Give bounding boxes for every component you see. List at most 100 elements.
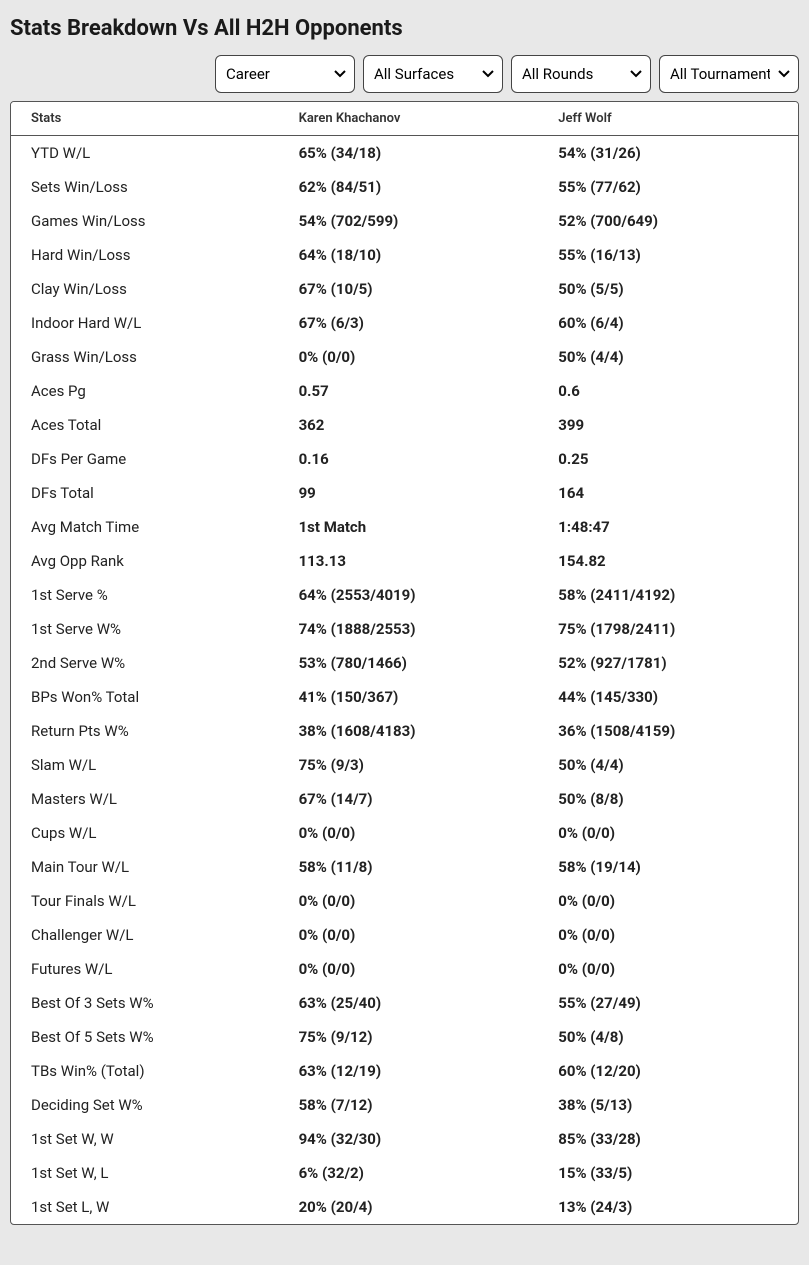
stat-label: 1st Set L, W	[11, 1190, 279, 1224]
table-row: Main Tour W/L58% (11/8)58% (19/14)	[11, 850, 798, 884]
player1-value: 0.57	[279, 374, 539, 408]
table-row: Avg Opp Rank113.13154.82	[11, 544, 798, 578]
player1-value: 63% (25/40)	[279, 986, 539, 1020]
filter-period[interactable]: Career	[215, 55, 355, 93]
player2-value: 55% (16/13)	[538, 238, 798, 272]
stat-label: DFs Per Game	[11, 442, 279, 476]
stat-label: YTD W/L	[11, 136, 279, 171]
player1-value: 94% (32/30)	[279, 1122, 539, 1156]
filter-surface[interactable]: All Surfaces	[363, 55, 503, 93]
stat-label: Best Of 5 Sets W%	[11, 1020, 279, 1054]
table-row: Deciding Set W%58% (7/12)38% (5/13)	[11, 1088, 798, 1122]
player2-value: 60% (6/4)	[538, 306, 798, 340]
table-row: Best Of 3 Sets W%63% (25/40)55% (27/49)	[11, 986, 798, 1020]
stat-label: Cups W/L	[11, 816, 279, 850]
col-header-stats: Stats	[11, 102, 279, 136]
stat-label: Avg Match Time	[11, 510, 279, 544]
stats-table: Stats Karen Khachanov Jeff Wolf YTD W/L6…	[11, 102, 798, 1224]
filter-tournament[interactable]: All Tournaments	[659, 55, 799, 93]
filter-round[interactable]: All Rounds	[511, 55, 651, 93]
table-row: Grass Win/Loss0% (0/0)50% (4/4)	[11, 340, 798, 374]
player2-value: 164	[538, 476, 798, 510]
player2-value: 85% (33/28)	[538, 1122, 798, 1156]
col-header-player2: Jeff Wolf	[538, 102, 798, 136]
player1-value: 0% (0/0)	[279, 816, 539, 850]
player2-value: 0% (0/0)	[538, 816, 798, 850]
stat-label: Avg Opp Rank	[11, 544, 279, 578]
table-row: 1st Set L, W20% (20/4)13% (24/3)	[11, 1190, 798, 1224]
player1-value: 20% (20/4)	[279, 1190, 539, 1224]
stat-label: 1st Serve %	[11, 578, 279, 612]
table-row: Futures W/L0% (0/0)0% (0/0)	[11, 952, 798, 986]
stat-label: Indoor Hard W/L	[11, 306, 279, 340]
stat-label: 1st Set W, L	[11, 1156, 279, 1190]
table-row: 2nd Serve W%53% (780/1466)52% (927/1781)	[11, 646, 798, 680]
player1-value: 62% (84/51)	[279, 170, 539, 204]
player2-value: 58% (19/14)	[538, 850, 798, 884]
stat-label: Futures W/L	[11, 952, 279, 986]
player2-value: 50% (8/8)	[538, 782, 798, 816]
player2-value: 50% (4/8)	[538, 1020, 798, 1054]
table-row: 1st Set W, W94% (32/30)85% (33/28)	[11, 1122, 798, 1156]
player2-value: 399	[538, 408, 798, 442]
stat-label: TBs Win% (Total)	[11, 1054, 279, 1088]
stat-label: Deciding Set W%	[11, 1088, 279, 1122]
player2-value: 55% (27/49)	[538, 986, 798, 1020]
player1-value: 0.16	[279, 442, 539, 476]
player2-value: 1:48:47	[538, 510, 798, 544]
player1-value: 0% (0/0)	[279, 952, 539, 986]
stat-label: Challenger W/L	[11, 918, 279, 952]
table-row: Slam W/L75% (9/3)50% (4/4)	[11, 748, 798, 782]
player2-value: 36% (1508/4159)	[538, 714, 798, 748]
player1-value: 64% (18/10)	[279, 238, 539, 272]
player2-value: 38% (5/13)	[538, 1088, 798, 1122]
player2-value: 0% (0/0)	[538, 884, 798, 918]
stat-label: Return Pts W%	[11, 714, 279, 748]
player1-value: 58% (7/12)	[279, 1088, 539, 1122]
table-header-row: Stats Karen Khachanov Jeff Wolf	[11, 102, 798, 136]
player2-value: 55% (77/62)	[538, 170, 798, 204]
player1-value: 0% (0/0)	[279, 340, 539, 374]
table-row: DFs Total99164	[11, 476, 798, 510]
player1-value: 75% (9/3)	[279, 748, 539, 782]
stat-label: Games Win/Loss	[11, 204, 279, 238]
table-row: Return Pts W%38% (1608/4183)36% (1508/41…	[11, 714, 798, 748]
stat-label: Main Tour W/L	[11, 850, 279, 884]
stat-label: Best Of 3 Sets W%	[11, 986, 279, 1020]
player1-value: 362	[279, 408, 539, 442]
col-header-player1: Karen Khachanov	[279, 102, 539, 136]
player1-value: 0% (0/0)	[279, 918, 539, 952]
player2-value: 0% (0/0)	[538, 918, 798, 952]
player2-value: 52% (927/1781)	[538, 646, 798, 680]
stat-label: Sets Win/Loss	[11, 170, 279, 204]
table-row: Games Win/Loss54% (702/599)52% (700/649)	[11, 204, 798, 238]
stat-label: Tour Finals W/L	[11, 884, 279, 918]
table-row: Best Of 5 Sets W%75% (9/12)50% (4/8)	[11, 1020, 798, 1054]
player1-value: 53% (780/1466)	[279, 646, 539, 680]
player2-value: 154.82	[538, 544, 798, 578]
player1-value: 113.13	[279, 544, 539, 578]
player1-value: 41% (150/367)	[279, 680, 539, 714]
player1-value: 99	[279, 476, 539, 510]
player1-value: 38% (1608/4183)	[279, 714, 539, 748]
player2-value: 50% (4/4)	[538, 748, 798, 782]
table-row: 1st Serve W%74% (1888/2553)75% (1798/241…	[11, 612, 798, 646]
stat-label: 1st Set W, W	[11, 1122, 279, 1156]
table-row: Sets Win/Loss62% (84/51)55% (77/62)	[11, 170, 798, 204]
page-title: Stats Breakdown Vs All H2H Opponents	[10, 10, 799, 55]
player1-value: 64% (2553/4019)	[279, 578, 539, 612]
player1-value: 65% (34/18)	[279, 136, 539, 171]
player2-value: 50% (5/5)	[538, 272, 798, 306]
player1-value: 0% (0/0)	[279, 884, 539, 918]
table-row: Aces Pg0.570.6	[11, 374, 798, 408]
player1-value: 63% (12/19)	[279, 1054, 539, 1088]
player2-value: 50% (4/4)	[538, 340, 798, 374]
player2-value: 44% (145/330)	[538, 680, 798, 714]
table-row: Tour Finals W/L0% (0/0)0% (0/0)	[11, 884, 798, 918]
table-row: Indoor Hard W/L67% (6/3)60% (6/4)	[11, 306, 798, 340]
player1-value: 74% (1888/2553)	[279, 612, 539, 646]
player1-value: 67% (10/5)	[279, 272, 539, 306]
stat-label: Grass Win/Loss	[11, 340, 279, 374]
player1-value: 6% (32/2)	[279, 1156, 539, 1190]
stat-label: 2nd Serve W%	[11, 646, 279, 680]
